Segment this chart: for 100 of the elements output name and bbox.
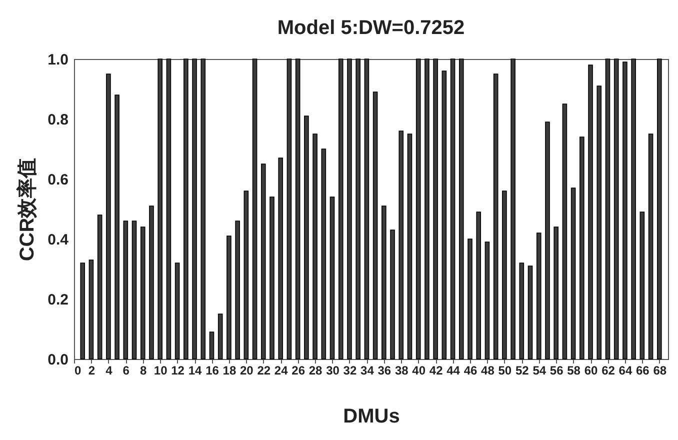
bar (106, 74, 111, 360)
x-tick-label: 0 (74, 364, 82, 378)
bar (114, 94, 120, 360)
x-tick-label: 56 (550, 364, 564, 378)
x-tick-label: 58 (567, 364, 581, 378)
bar (450, 58, 456, 360)
bar (270, 196, 274, 360)
x-tick-label: 32 (343, 364, 357, 378)
x-tick-label: 14 (188, 364, 202, 378)
x-tick-label: 10 (154, 364, 168, 378)
x-tick-label: 42 (429, 364, 444, 378)
bar (424, 58, 430, 360)
bar (648, 134, 654, 360)
bar (570, 188, 576, 360)
bar (382, 206, 386, 360)
bar (364, 58, 370, 360)
bar (312, 134, 318, 360)
bar (554, 226, 558, 360)
x-tick-label: 36 (378, 364, 392, 378)
x-tick-label: 38 (394, 364, 409, 378)
bar (338, 58, 344, 360)
bar (562, 104, 568, 360)
x-tick-label: 2 (88, 364, 96, 378)
bar (330, 196, 335, 360)
bar (235, 220, 240, 360)
y-tick-label: 0.4 (48, 232, 70, 248)
x-tick-label: 16 (206, 364, 220, 378)
bar (656, 58, 662, 360)
x-tick-label: 28 (308, 364, 323, 378)
x-tick-label: 12 (171, 364, 185, 378)
bar (580, 136, 584, 360)
bar (174, 262, 180, 360)
bar (596, 86, 602, 360)
bar (88, 260, 94, 360)
bar (97, 214, 102, 360)
x-tick-label: 44 (446, 364, 460, 378)
x-tick-label: 26 (292, 364, 306, 378)
bar (123, 220, 128, 360)
bar (468, 238, 472, 360)
bar (140, 226, 146, 360)
bar (588, 64, 593, 360)
x-tick-label: 62 (602, 364, 616, 378)
bar (149, 206, 154, 360)
bar (295, 58, 300, 360)
y-tick-label: 0.0 (48, 352, 68, 368)
bar (184, 58, 188, 360)
bar (80, 262, 86, 360)
bar (502, 190, 507, 360)
y-tick-label: 0.6 (48, 172, 68, 188)
bar (510, 58, 516, 360)
bar (372, 92, 378, 360)
bar (433, 58, 438, 360)
bar (209, 332, 214, 360)
x-axis-title: DMUs (343, 406, 400, 428)
bar (493, 74, 498, 360)
bar (158, 58, 162, 360)
x-tick-label: 20 (240, 364, 254, 378)
bar (286, 58, 292, 360)
bar (166, 58, 172, 360)
bar (226, 236, 232, 360)
x-tick-label: 34 (360, 364, 374, 378)
bar (356, 58, 360, 360)
bar (252, 58, 258, 360)
x-tick-label: 6 (122, 364, 130, 378)
bar (260, 164, 266, 360)
x-tick-label: 40 (412, 364, 426, 378)
y-tick-label: 0.2 (48, 292, 68, 308)
bar (321, 148, 326, 360)
x-tick-label: 50 (498, 364, 512, 378)
bar (278, 158, 284, 360)
bar (640, 212, 645, 360)
x-tick-label: 8 (140, 364, 148, 378)
x-tick-label: 60 (584, 364, 598, 378)
bar (536, 232, 542, 360)
bar (458, 58, 464, 360)
y-axis-title: CCR效率值 (16, 158, 39, 262)
y-tick-label: 0.8 (48, 112, 68, 128)
bar (545, 122, 550, 360)
bar (484, 242, 490, 360)
bar (622, 62, 628, 360)
x-tick-label: 52 (515, 364, 530, 378)
bar (200, 58, 206, 360)
bar (614, 58, 619, 360)
x-tick-label: 30 (326, 364, 340, 378)
bar (304, 116, 309, 360)
bar (528, 266, 533, 360)
x-tick-label: 68 (653, 364, 667, 378)
bar (192, 58, 197, 360)
bar (605, 58, 610, 360)
bar (347, 58, 352, 360)
x-tick-label: 66 (636, 364, 650, 378)
bar (398, 130, 404, 360)
x-tick-label: 4 (106, 364, 113, 378)
x-tick-label: 22 (257, 364, 271, 378)
bar (442, 70, 447, 360)
x-tick-label: 46 (464, 364, 478, 378)
x-tick-label: 48 (481, 364, 495, 378)
bar (407, 134, 412, 360)
bar (519, 262, 524, 360)
bar (390, 230, 395, 360)
